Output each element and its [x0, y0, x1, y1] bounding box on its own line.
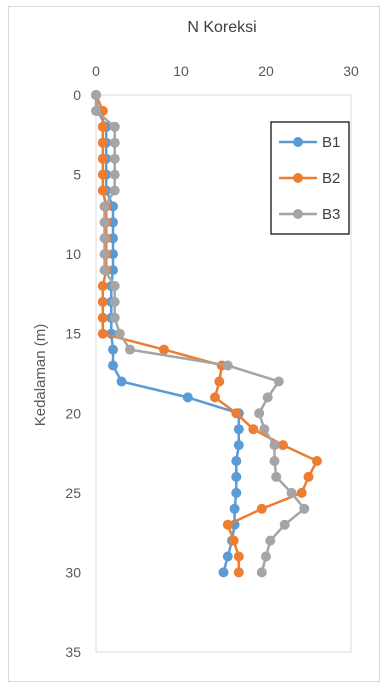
data-point: [97, 153, 108, 164]
legend-item-b3: B3: [279, 206, 340, 223]
data-point: [218, 567, 229, 578]
legend-item-b2: B2: [279, 170, 340, 187]
data-point: [286, 487, 297, 498]
data-point: [214, 376, 225, 387]
legend-marker: [293, 137, 303, 147]
data-point: [109, 185, 120, 196]
data-point: [296, 487, 307, 498]
data-point: [109, 169, 120, 180]
data-point: [233, 440, 244, 451]
data-point: [231, 408, 242, 419]
data-point: [109, 137, 120, 148]
data-point: [231, 487, 242, 498]
legend-label: B1: [322, 134, 340, 151]
data-point: [222, 519, 233, 530]
data-point: [99, 265, 110, 276]
data-point: [91, 105, 101, 116]
data-point: [229, 503, 240, 514]
data-point: [91, 90, 101, 100]
x-tick-label: 30: [343, 63, 359, 79]
data-point: [109, 153, 120, 164]
y-tick-label: 30: [65, 564, 81, 580]
data-point: [233, 567, 244, 578]
data-point: [228, 535, 239, 546]
data-point: [97, 137, 108, 148]
data-point: [114, 328, 125, 339]
data-point: [99, 201, 110, 212]
data-point: [278, 440, 288, 451]
data-point: [99, 233, 110, 244]
data-point: [271, 471, 282, 482]
y-axis-label: Kedalaman (m): [32, 324, 49, 427]
data-point: [269, 440, 280, 451]
data-point: [97, 296, 108, 307]
data-point: [108, 360, 118, 371]
x-tick-labels: 0 10 20 30: [92, 63, 359, 79]
data-point: [109, 121, 120, 132]
data-point: [256, 567, 267, 578]
data-point: [279, 519, 290, 530]
chart-title: N Koreksi: [187, 19, 256, 36]
y-tick-label: 35: [65, 644, 81, 660]
data-point: [299, 503, 310, 514]
legend: B1 B2 B3: [270, 121, 350, 235]
data-point: [265, 535, 276, 546]
data-point: [97, 185, 108, 196]
data-point: [261, 551, 271, 562]
x-tick-label: 0: [92, 63, 100, 79]
data-point: [109, 296, 120, 307]
data-point: [256, 503, 267, 514]
data-point: [159, 344, 169, 355]
data-point: [231, 471, 242, 482]
x-tick-label: 10: [173, 63, 189, 79]
data-point: [248, 424, 259, 435]
data-point: [109, 281, 120, 291]
data-point: [116, 376, 127, 387]
data-point: [182, 392, 193, 403]
data-point: [125, 344, 135, 355]
y-tick-label: 20: [65, 405, 81, 421]
data-point: [97, 281, 108, 291]
y-tick-label: 5: [73, 167, 81, 183]
data-point: [233, 424, 244, 435]
y-tick-label: 10: [65, 246, 81, 262]
y-tick-label: 25: [65, 485, 81, 501]
data-point: [222, 360, 233, 371]
y-tick-labels: 0 5 10 15 20 25 30 35: [65, 87, 81, 660]
data-point: [210, 392, 220, 403]
legend-marker: [293, 173, 303, 183]
chart-frame: [8, 6, 380, 682]
data-point: [99, 217, 110, 228]
y-tick-label: 15: [65, 326, 81, 342]
data-point: [97, 169, 108, 180]
data-point: [312, 456, 322, 466]
data-point: [269, 456, 280, 466]
data-point: [273, 376, 284, 387]
y-tick-label: 0: [73, 87, 81, 103]
data-point: [99, 249, 110, 260]
legend-label: B2: [322, 170, 340, 187]
data-point: [97, 312, 108, 323]
data-point: [97, 328, 108, 339]
data-point: [262, 392, 273, 403]
data-point: [222, 551, 233, 562]
data-point: [259, 424, 270, 435]
series-layer: [91, 90, 322, 578]
legend-label: B3: [322, 206, 340, 223]
data-point: [303, 471, 314, 482]
legend-marker: [293, 209, 303, 219]
data-point: [233, 551, 244, 562]
plot-area: [95, 94, 352, 653]
legend-item-b1: B1: [279, 134, 340, 151]
data-point: [108, 344, 118, 355]
series-b3: [91, 90, 310, 578]
data-point: [254, 408, 265, 419]
data-point: [97, 121, 108, 132]
data-point: [109, 312, 120, 323]
x-tick-label: 20: [258, 63, 274, 79]
data-point: [231, 456, 242, 466]
